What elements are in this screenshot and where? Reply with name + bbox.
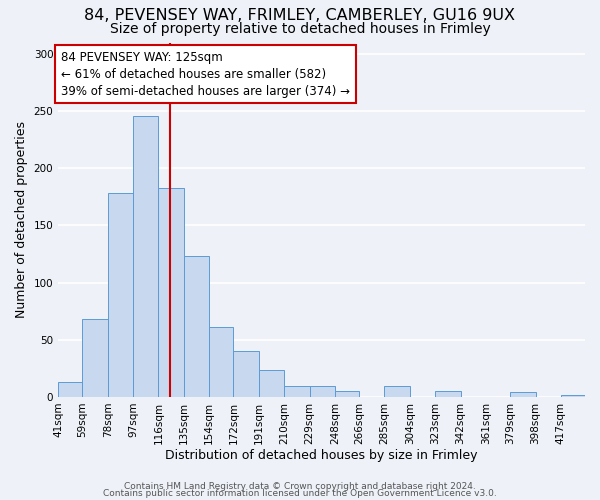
Bar: [184, 256, 209, 397]
Bar: [259, 370, 284, 397]
Bar: [435, 391, 461, 397]
Bar: [209, 327, 233, 397]
X-axis label: Distribution of detached houses by size in Frimley: Distribution of detached houses by size …: [166, 450, 478, 462]
Text: 84 PEVENSEY WAY: 125sqm
← 61% of detached houses are smaller (582)
39% of semi-d: 84 PEVENSEY WAY: 125sqm ← 61% of detache…: [61, 50, 350, 98]
Text: Contains HM Land Registry data © Crown copyright and database right 2024.: Contains HM Land Registry data © Crown c…: [124, 482, 476, 491]
Bar: [335, 391, 359, 397]
Bar: [158, 188, 184, 397]
Bar: [58, 382, 82, 397]
Bar: [233, 351, 259, 397]
Bar: [561, 394, 585, 397]
Y-axis label: Number of detached properties: Number of detached properties: [15, 121, 28, 318]
Bar: [133, 116, 158, 397]
Text: Size of property relative to detached houses in Frimley: Size of property relative to detached ho…: [110, 22, 490, 36]
Bar: [107, 194, 133, 397]
Bar: [284, 386, 310, 397]
Bar: [510, 392, 536, 397]
Text: Contains public sector information licensed under the Open Government Licence v3: Contains public sector information licen…: [103, 488, 497, 498]
Text: 84, PEVENSEY WAY, FRIMLEY, CAMBERLEY, GU16 9UX: 84, PEVENSEY WAY, FRIMLEY, CAMBERLEY, GU…: [85, 8, 515, 22]
Bar: [385, 386, 410, 397]
Bar: [310, 386, 335, 397]
Bar: [82, 319, 107, 397]
